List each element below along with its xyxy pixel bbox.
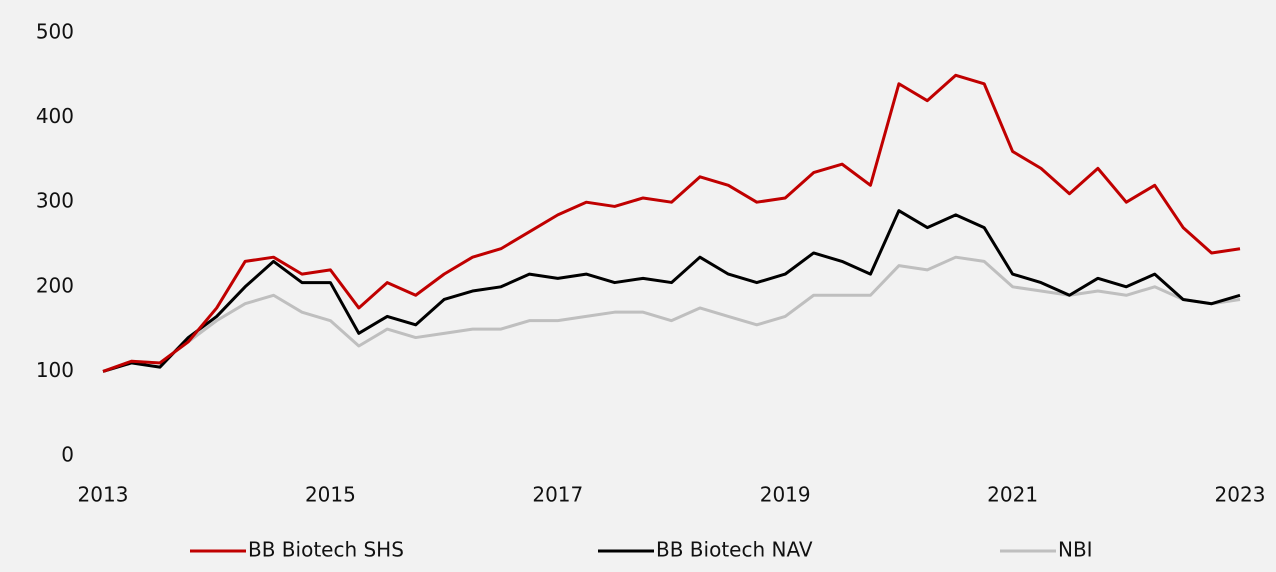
series-line [102,73,1241,373]
y-tick-label: 500 [36,20,74,44]
series-line [102,255,1241,373]
x-tick-label: 2021 [987,483,1038,507]
y-tick-label: 0 [61,443,74,467]
x-tick-label: 2015 [305,483,356,507]
x-tick-label: 2019 [760,483,811,507]
series-line [102,209,1241,373]
x-tick-label: 2023 [1215,483,1266,507]
y-tick-label: 200 [36,273,74,297]
y-tick-label: 100 [36,358,74,382]
y-tick-label: 300 [36,189,74,213]
legend-label: BB Biotech SHS [248,538,404,562]
legend-label: NBI [1058,538,1093,562]
x-tick-label: 2017 [532,483,583,507]
y-tick-label: 400 [36,104,74,128]
x-tick-label: 2013 [78,483,129,507]
legend-label: BB Biotech NAV [656,538,813,562]
